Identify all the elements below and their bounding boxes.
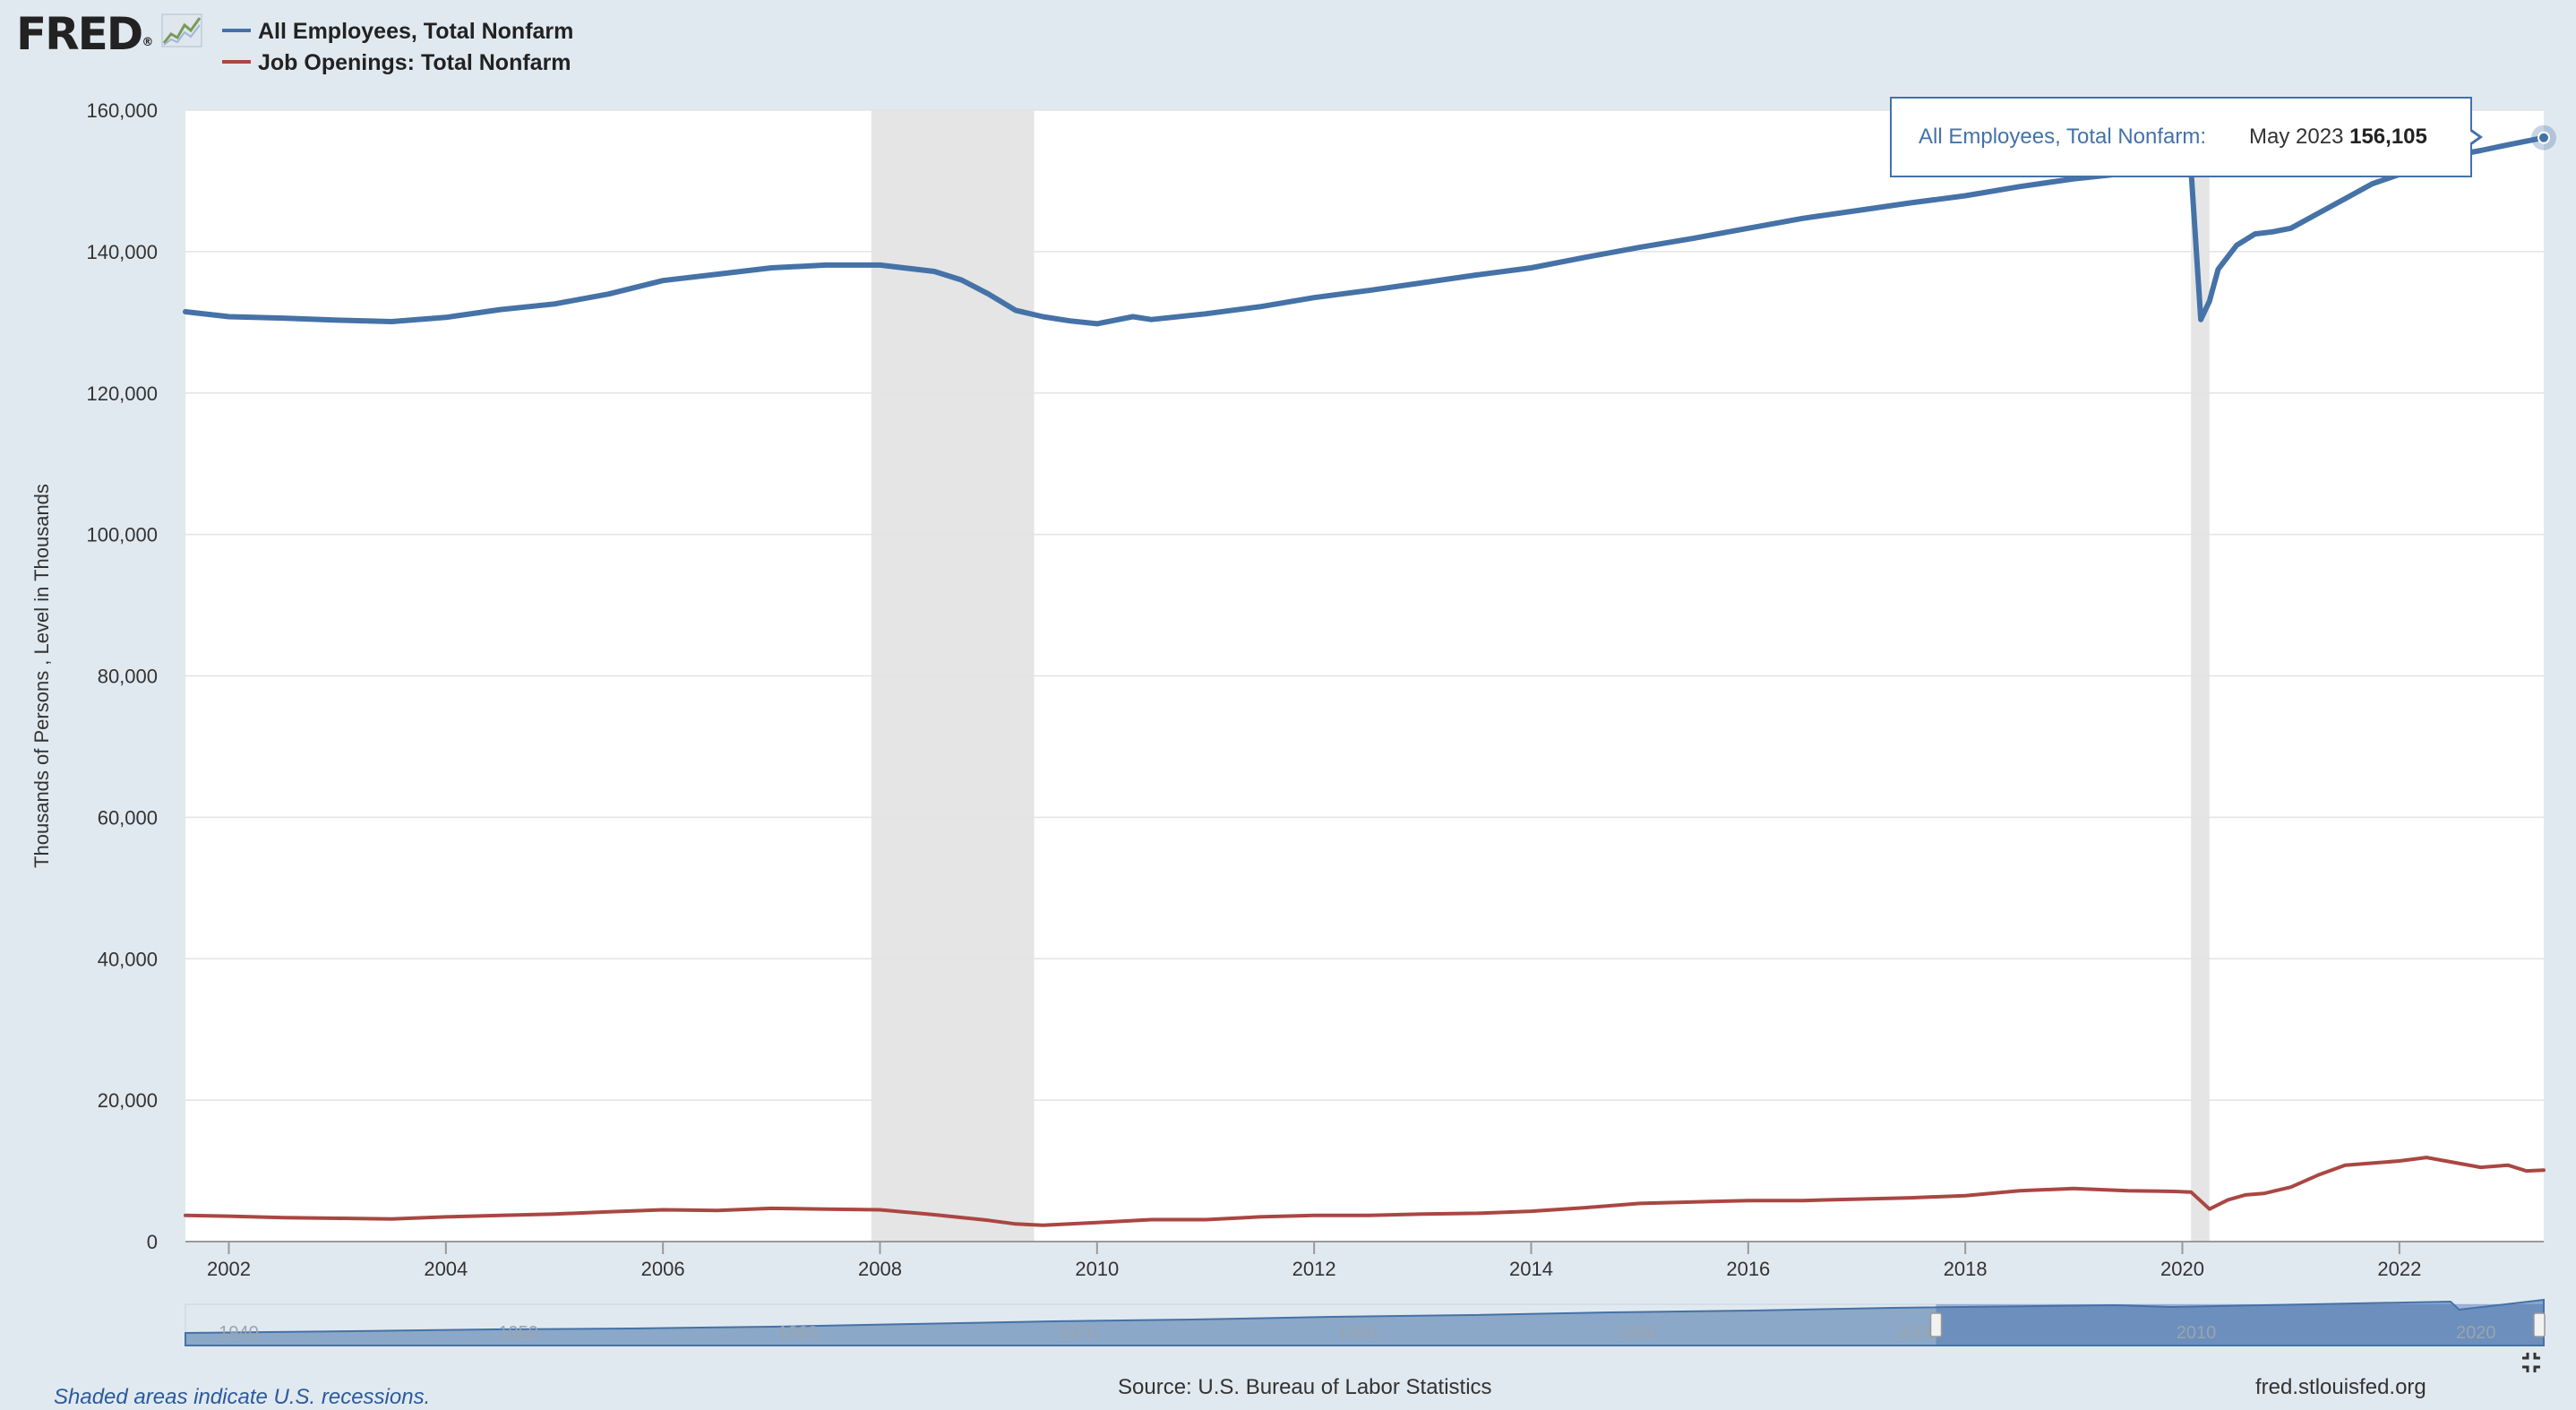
y-tick-label-5: 100,000 <box>86 524 158 546</box>
x-tick-label-10: 2022 <box>2377 1258 2421 1280</box>
fullscreen-icon-corner-2 <box>2522 1365 2529 1372</box>
tooltip-series-name: All Employees, Total Nonfarm: <box>1919 125 2207 149</box>
navigator-handle-left[interactable] <box>1929 1312 1943 1337</box>
y-tick-label-4: 80,000 <box>98 666 158 688</box>
legend-swatch-employees <box>222 29 251 33</box>
x-tick-label-7: 2016 <box>1726 1258 1770 1280</box>
navigator-tick-label-7: 2010 <box>2177 1323 2217 1343</box>
x-tick-label-0: 2002 <box>207 1258 251 1280</box>
site-link[interactable]: fred.stlouisfed.org <box>2255 1375 2426 1399</box>
fred-logo-text: FRED <box>16 8 143 60</box>
source-text: Source: U.S. Bureau of Labor Statistics <box>1118 1375 1492 1399</box>
navigator-series-area <box>185 1298 2545 1346</box>
x-tick-label-2: 2006 <box>641 1258 685 1280</box>
recession-note: Shaded areas indicate U.S. recessions. <box>54 1385 431 1409</box>
navigator-tick-label-3: 1970 <box>1058 1323 1098 1343</box>
tooltip-date: May 2023 <box>2249 125 2344 149</box>
y-tick-label-0: 0 <box>147 1231 158 1253</box>
navigator-tick-label-5: 1990 <box>1617 1323 1657 1343</box>
series-line-1[interactable] <box>184 1156 2546 1227</box>
y-tick-label-7: 140,000 <box>86 241 158 263</box>
y-tick-label-6: 120,000 <box>86 383 158 405</box>
x-tick-label-5: 2012 <box>1292 1258 1336 1280</box>
tooltip-arrow-inner <box>2469 131 2478 143</box>
fullscreen-icon[interactable] <box>2522 1353 2540 1372</box>
y-tick-label-8: 160,000 <box>86 99 158 122</box>
fullscreen-icon-corner-0 <box>2522 1353 2529 1360</box>
navigator-handle-right[interactable] <box>2533 1312 2546 1337</box>
fred-logo: FRED® <box>16 9 153 59</box>
legend-swatch-job-openings <box>222 60 251 64</box>
series-line-0[interactable] <box>183 134 2546 327</box>
hover-point[interactable] <box>2537 131 2550 144</box>
legend-label-employees: All Employees, Total Nonfarm <box>258 19 574 44</box>
y-tick-label-1: 20,000 <box>98 1089 158 1112</box>
navigator-tick-label-6: 2000 <box>1897 1323 1937 1343</box>
line-graph-icon <box>161 13 202 47</box>
y-tick-label-2: 40,000 <box>98 948 158 970</box>
fullscreen-icon-corner-3 <box>2533 1365 2540 1372</box>
y-tick-label-3: 60,000 <box>98 806 158 829</box>
navigator-tick-label-0: 1940 <box>219 1323 259 1343</box>
navigator-tick-label-4: 1980 <box>1337 1323 1378 1343</box>
navigator-tick-label-2: 1960 <box>778 1323 819 1343</box>
x-tick-label-4: 2010 <box>1075 1258 1119 1280</box>
y-axis-label: Thousands of Persons , Level in Thousand… <box>30 484 53 868</box>
registered-mark: ® <box>142 36 154 49</box>
navigator-tick-label-8: 2020 <box>2456 1323 2496 1343</box>
fullscreen-icon-corner-1 <box>2533 1353 2540 1360</box>
x-tick-label-1: 2004 <box>424 1258 468 1280</box>
x-tick-label-3: 2008 <box>858 1258 902 1280</box>
legend-label-job-openings: Job Openings: Total Nonfarm <box>258 50 571 75</box>
x-tick-label-6: 2014 <box>1509 1258 1553 1280</box>
x-tick-label-8: 2018 <box>1944 1258 1988 1280</box>
legend-item-employees[interactable]: All Employees, Total Nonfarm <box>222 18 573 45</box>
tooltip: All Employees, Total Nonfarm: May 2023 15… <box>1890 97 2472 177</box>
navigator-tick-label-1: 1950 <box>498 1323 538 1343</box>
legend-item-job-openings[interactable]: Job Openings: Total Nonfarm <box>222 49 571 76</box>
tooltip-value: 156,105 <box>2349 125 2427 149</box>
x-tick-label-9: 2020 <box>2160 1258 2204 1280</box>
